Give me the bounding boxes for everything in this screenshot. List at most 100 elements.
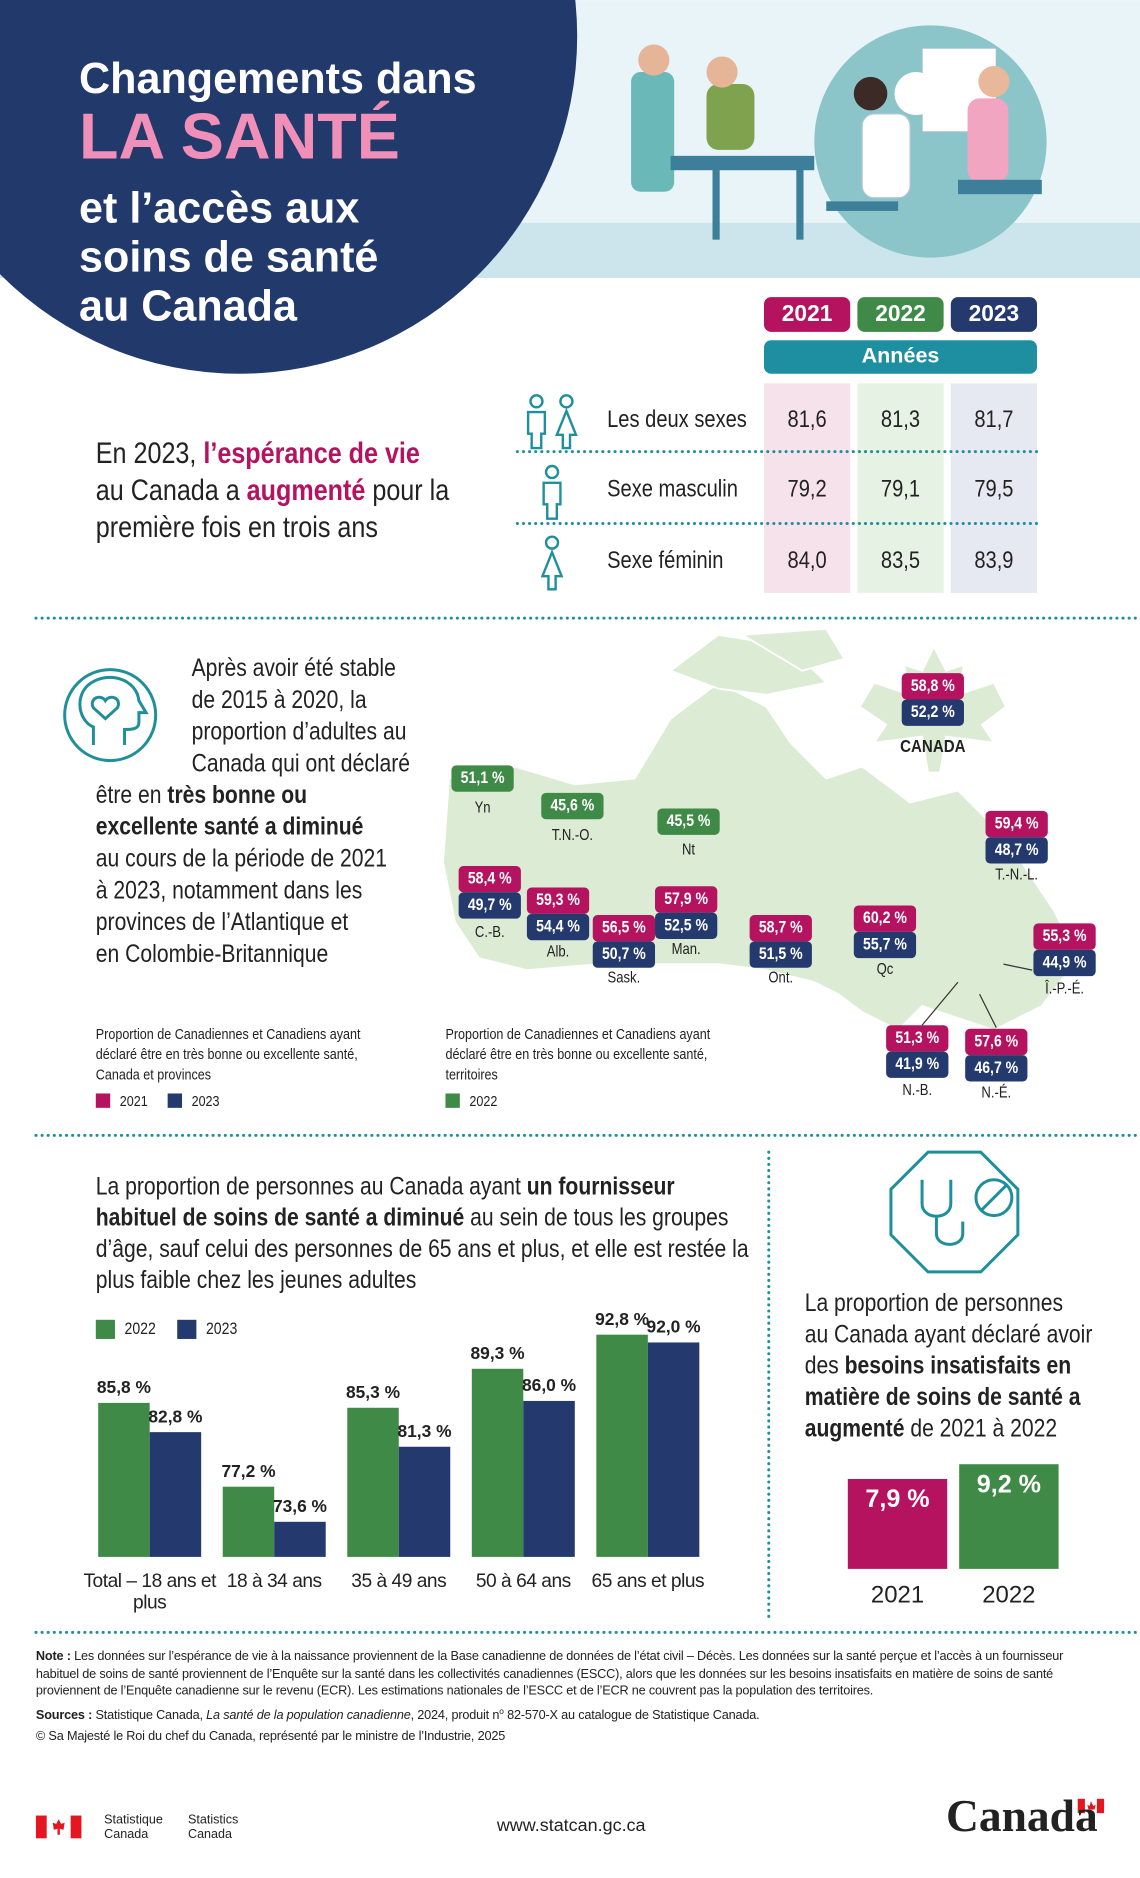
map-badge: [458, 865, 521, 893]
map-value: 58,8 %: [911, 677, 955, 695]
map-badge: [458, 892, 521, 919]
map-value: 51,5 %: [759, 945, 803, 963]
map-value: 59,3 %: [536, 891, 580, 909]
illustration-shape: [670, 155, 815, 171]
map-value: 59,4 %: [995, 814, 1039, 832]
map-value: 55,3 %: [1043, 927, 1087, 945]
category-label-box: 35 à 49 ans: [351, 1571, 446, 1591]
category-label: 18 à 34 ans: [226, 1571, 322, 1592]
map-badge: [886, 1051, 949, 1078]
map-badge: [592, 941, 656, 968]
flag-part: [70, 1815, 82, 1839]
header-circle: [0, 0, 578, 374]
region-name: Qc: [877, 961, 894, 978]
region-name: Î.-P.-É.: [1044, 979, 1084, 997]
category-label-box: 18 à 34 ans: [226, 1571, 322, 1592]
person-icon: [540, 548, 564, 591]
table-value: 79,5: [974, 475, 1013, 502]
category-label-box: 65 ans et plus: [592, 1571, 705, 1591]
table-value: 79,1: [881, 475, 920, 502]
person-icon: [544, 464, 560, 480]
table-value: 83,5: [881, 546, 920, 573]
column-tint: [950, 383, 1038, 593]
map-badge: [985, 810, 1048, 838]
map-badge: [451, 765, 514, 792]
title-line: Changements dans: [79, 55, 477, 103]
paragraph-line: La proportion de personnes: [805, 1288, 1063, 1316]
bar: [959, 1464, 1059, 1569]
icon-octagon: [889, 1150, 1020, 1274]
text-segment: besoins insatisfaits en: [845, 1351, 1072, 1379]
statement-line: En 2023, l’espérance de vie: [96, 436, 420, 470]
person-icon: [555, 407, 578, 450]
bar: [847, 1479, 948, 1569]
paragraph-line: à 2023, notamment dans les: [96, 876, 363, 904]
title-line: au Canada: [79, 283, 298, 331]
map-value: 58,7 %: [759, 919, 803, 937]
leader-line: [1003, 963, 1033, 971]
row-label: Les deux sexes: [607, 405, 747, 432]
value-label: 73,6 %: [273, 1496, 327, 1516]
map-badge: [541, 792, 604, 820]
map-value: 45,6 %: [550, 796, 594, 814]
illustration-shape: [853, 76, 888, 111]
bar: [647, 1342, 700, 1557]
map-badge: [965, 1028, 1028, 1056]
map-value: 41,9 %: [895, 1055, 939, 1073]
map-badge: [1033, 923, 1096, 950]
category-label: Total – 18 ans et plus: [83, 1571, 216, 1614]
text-segment: Note :: [35, 1649, 71, 1664]
paragraph-line: en Colombie-Britannique: [96, 939, 328, 967]
map-value: 49,7 %: [468, 896, 512, 914]
paragraph-line: Canada qui ont déclaré: [192, 749, 410, 777]
health-icon: [63, 668, 158, 763]
value-label: 86,0 %: [522, 1375, 576, 1395]
illustration: [631, 44, 1042, 240]
text-segment: o: [499, 1707, 504, 1716]
text-segment: de 2021 à 2022: [904, 1414, 1057, 1442]
text-segment: première fois en trois ans: [96, 510, 378, 544]
agency-en: Statistics: [188, 1813, 238, 1827]
footer-notes: Note : Les données sur l’espérance de vi…: [35, 1649, 1102, 1743]
row-label: Sexe féminin: [607, 546, 723, 573]
legend-swatch: [95, 1319, 115, 1339]
map-islands: [739, 627, 846, 672]
icon-circle: [63, 668, 158, 763]
sources: Sources : Statistique Canada, La santé d…: [36, 1704, 1102, 1725]
value-label: 9,2 %: [977, 1470, 1041, 1498]
year-label: 2021: [782, 300, 833, 326]
paragraph-line: Après avoir été stable: [192, 653, 396, 681]
paragraph-line: d’âge, sauf celui des personnes de 65 an…: [96, 1234, 749, 1262]
value-label: 85,8 %: [97, 1377, 151, 1397]
map-badge: [749, 941, 812, 968]
icon-head: [78, 675, 149, 746]
legend-label: 2021: [120, 1092, 148, 1109]
map-badge: [901, 673, 964, 700]
url[interactable]: www.statcan.gc.ca: [496, 1815, 646, 1835]
legend-label: 2023: [192, 1092, 220, 1109]
legend-title: territoires: [445, 1065, 497, 1082]
region-name: CANADA: [900, 736, 965, 757]
person-icon: [529, 394, 544, 409]
category-label: 50 à 64 ans: [475, 1571, 571, 1592]
bar: [222, 1486, 275, 1557]
map-value: 52,5 %: [664, 916, 708, 934]
agency-en: Canada: [188, 1827, 232, 1841]
map-badge: [901, 699, 964, 726]
legend-label: 2022: [125, 1320, 156, 1338]
wordmark: Canada: [946, 1790, 1098, 1841]
year-label: 2022: [875, 300, 926, 326]
flag-part: [1096, 1798, 1105, 1814]
legend-title: déclaré être en très bonne ou excellente…: [445, 1045, 707, 1062]
text-segment: augmenté: [805, 1414, 905, 1442]
value-label: 7,9 %: [865, 1485, 929, 1513]
region-name: Ont.: [768, 970, 793, 987]
flag-part: [1077, 1798, 1085, 1814]
row-label: Sexe masculin: [607, 475, 738, 502]
paragraph-line: matière de soins de santé a: [805, 1383, 1082, 1411]
logo-flag: [35, 1798, 1105, 1839]
table-value: 84,0: [788, 546, 827, 573]
category-label-box: 50 à 64 ans: [475, 1571, 571, 1592]
text-segment: Les données sur l’espérance de vie à la …: [35, 1649, 1064, 1699]
map-badge: [526, 913, 590, 941]
